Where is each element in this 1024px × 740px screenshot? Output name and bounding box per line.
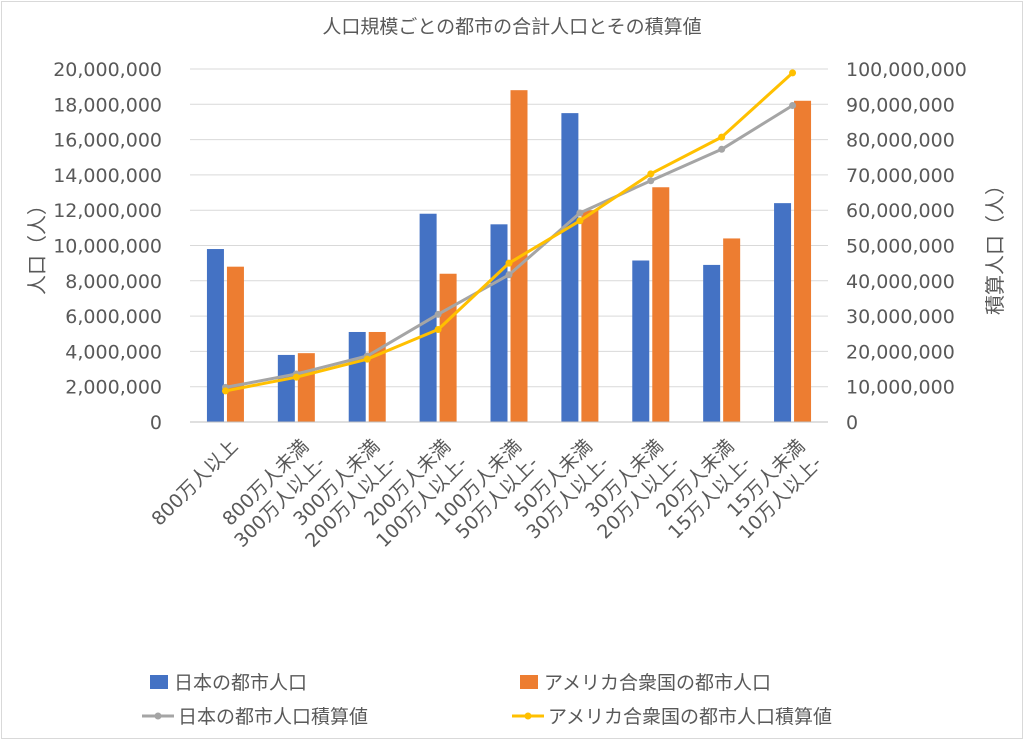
y2-tick-label: 90,000,000 [846,94,955,116]
line-point [292,373,300,381]
line-point [789,69,797,77]
bar [348,331,366,422]
bar [774,203,792,422]
y2-tick-label: 80,000,000 [846,130,955,152]
line-point [434,326,442,334]
legend-label: 日本の都市人口 [174,672,307,694]
lines [221,69,797,395]
bar [297,353,315,422]
legend-label: 日本の都市人口積算値 [178,706,368,728]
legend-label: アメリカ合衆国の都市人口積算値 [548,706,832,728]
y-tick-label: 18,000,000 [53,94,162,116]
y2-tick-label: 0 [846,412,858,434]
line-point [221,387,229,395]
y-tick-label: 20,000,000 [53,59,162,81]
y-tick-label: 0 [150,412,162,434]
bar [439,273,457,422]
bar [277,354,295,422]
y2-tick-label: 30,000,000 [846,306,955,328]
y-tick-label: 16,000,000 [53,130,162,152]
y-axis-label: 人口（人） [25,195,49,295]
y2-tick-label: 10,000,000 [846,377,955,399]
line-point [718,133,726,141]
legend-marker [154,712,162,720]
y-tick-label: 2,000,000 [65,377,162,399]
y-tick-label: 10,000,000 [53,236,162,258]
bar [490,224,508,422]
bar [723,238,741,422]
y-tick-label: 6,000,000 [65,306,162,328]
legend-swatch [520,675,538,689]
y-tick-label: 8,000,000 [65,271,162,293]
bar [561,113,579,422]
legend-marker [524,712,532,720]
line-point [505,259,513,267]
line-point [434,310,442,318]
legend-label: アメリカ合衆国の都市人口 [544,672,771,694]
y2-tick-label: 70,000,000 [846,165,955,187]
line-point [505,271,513,279]
bar [632,260,650,422]
bar [703,264,721,422]
y2-axis-label: 積算人口（人） [983,175,1007,315]
chart-title: 人口規模ごとの都市の合計人口とその積算値 [322,16,701,38]
line-point [647,177,655,185]
y2-tick-label: 20,000,000 [846,341,955,363]
line-point [718,145,726,153]
bar [206,249,224,422]
bar [226,266,244,422]
y2-tick-label: 50,000,000 [846,236,955,258]
bar [419,213,437,422]
y2-tick-label: 60,000,000 [846,200,955,222]
line-point [647,170,655,178]
bar [652,187,670,422]
y-tick-label: 14,000,000 [53,165,162,187]
axes: 0 2,000,000 4,000,000 6,000,000 8,000,000 10,… [53,59,967,552]
y-tick-label: 12,000,000 [53,200,162,222]
y-tick-label: 4,000,000 [65,341,162,363]
line-point [789,102,797,110]
line-point [576,209,584,217]
bar [581,210,599,422]
bar [794,100,812,423]
y2-tick-label: 100,000,000 [846,59,967,81]
line-point [363,355,371,363]
y2-tick-label: 40,000,000 [846,271,955,293]
line-point [576,217,584,225]
bars [206,90,812,423]
legend-swatch [150,675,168,689]
